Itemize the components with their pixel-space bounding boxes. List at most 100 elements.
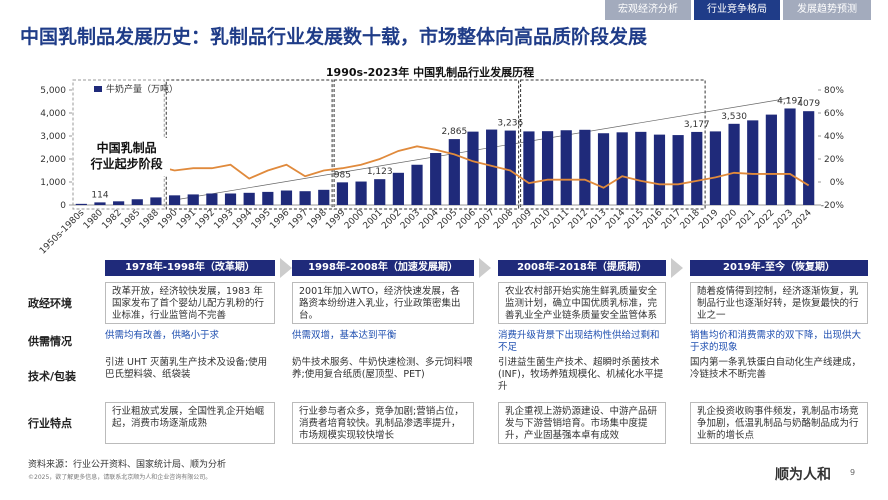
x-tick-label: 2018: [679, 208, 702, 231]
annotation-bg: [81, 138, 170, 176]
x-tick-label: 1988: [138, 208, 161, 231]
y-tick-label: 4,000: [40, 109, 66, 119]
cell: 2001年加入WTO，经济快速发展，各路资本纷纷进入乳业，行业政策密集出台。: [292, 282, 474, 324]
bar: [653, 134, 666, 205]
y-tick-label: 2,000: [40, 155, 66, 165]
bar: [672, 135, 684, 205]
phase-header: 2008年-2018年（提质期）: [498, 260, 666, 276]
x-tick-label: 1998: [306, 208, 329, 231]
y2-tick-label: 40%: [824, 132, 844, 142]
x-tick-label: 1994: [231, 208, 254, 231]
bar: [374, 179, 386, 205]
brand: 顺为人和: [775, 467, 831, 483]
bar: [113, 201, 125, 205]
phase-header: 1978年-1998年（改革期）: [105, 260, 275, 276]
cell: 供需均有改善，供略小于求: [105, 330, 220, 341]
cell: 供需双增，基本达到平衡: [292, 330, 397, 341]
x-tick-label: 1993: [212, 208, 235, 231]
data-label: 4079: [797, 99, 820, 109]
bar: [280, 190, 293, 205]
annotation: 行业起步阶段: [90, 156, 164, 171]
x-tick-label: 2023: [772, 208, 795, 231]
x-tick-label: 2008: [492, 208, 515, 231]
bar: [187, 194, 199, 205]
cell: 引进益生菌生产技术、超瞬时杀菌技术(INF)，牧场养殖规模化、机械化水平提升: [498, 357, 664, 392]
cell: 奶牛技术服务、牛奶快速检测、多元饲料喂养;使用复合纸质(屋顶型、PET): [292, 357, 473, 380]
bar: [467, 131, 479, 205]
bar: [747, 120, 759, 205]
bar: [336, 182, 349, 205]
nav-tab[interactable]: 发展趋势预测: [783, 0, 871, 20]
bar: [709, 131, 722, 205]
cell: 农业农村部开始实施生鲜乳质量安全监测计划，确立中国优质乳标准，完善乳业全产业链条…: [498, 282, 666, 324]
row-label: 政经环境: [28, 297, 72, 310]
cell: 行业参与者众多，竞争加剧;营销占位，消费者培育较快。乳制品渗透率提升，市场规模实…: [292, 402, 474, 444]
bar: [243, 192, 255, 205]
bar: [299, 191, 311, 205]
x-tick-label: 2014: [604, 208, 627, 231]
x-tick-label: 2024: [791, 208, 814, 231]
cell: 国内第一条乳铁蛋白自动化生产线建成，冷链技术不断完善: [690, 357, 862, 380]
bar: [224, 193, 237, 205]
x-tick-label: 1982: [100, 208, 123, 231]
bar: [597, 133, 610, 205]
x-tick-label: 1999: [324, 208, 347, 231]
bar: [691, 131, 703, 205]
x-tick-label: 1996: [268, 208, 291, 231]
legend-swatch: [94, 86, 102, 92]
cell: 消费升级背景下出现结构性供给过剩和不足: [498, 330, 660, 353]
bar: [131, 199, 143, 205]
x-tick-label: 2016: [641, 208, 664, 231]
bar: [616, 132, 628, 205]
bar: [206, 193, 218, 205]
annotation: 中国乳制品: [97, 140, 157, 155]
x-tick-label: 1991: [175, 208, 198, 231]
phase-arrow: [479, 258, 491, 278]
x-tick-label: 1985: [119, 208, 142, 231]
x-tick-label: 1990: [156, 208, 179, 231]
cell: 销售均价和消费需求的双下降，出现供大于求的现象: [690, 330, 862, 353]
copyright: ©2025，欲了解更多信息，请联系北京顺为人和企业咨询有限公司。: [28, 474, 212, 481]
bar: [728, 123, 740, 205]
x-tick-label: 2010: [529, 208, 552, 231]
y2-tick-label: 0%: [830, 178, 845, 188]
phase-box: [165, 79, 333, 210]
y-tick-label: 5,000: [40, 86, 66, 96]
cell: 改革开放，经济较快发展，1983 年国家发布了首个婴幼儿配方乳粉的行业标准，行业…: [105, 282, 275, 324]
nav-tab[interactable]: 宏观经济分析: [605, 0, 691, 20]
cell: 随着疫情得到控制，经济逐渐恢复，乳制品行业也逐渐好转，是恢复最快的行业之一: [690, 282, 868, 324]
y-tick-label: 0: [60, 201, 66, 211]
bar: [765, 114, 777, 205]
bar: [448, 139, 460, 205]
bar: [803, 111, 815, 205]
x-tick-label: 2000: [343, 208, 366, 231]
x-tick-label: 2019: [697, 208, 720, 231]
data-label: 3,530: [721, 112, 747, 122]
row-label: 行业特点: [28, 417, 72, 430]
x-tick-label: 1997: [287, 208, 310, 231]
chart: 1990s-2023年 中国乳制品行业发展历程 0 1,000 2,000 3,000…: [38, 65, 845, 256]
y2-tick-label: 60%: [824, 109, 844, 119]
nav-tab[interactable]: 行业竞争格局: [694, 0, 780, 20]
phase-box: [520, 79, 706, 210]
bar: [579, 129, 591, 205]
data-label: 985: [334, 170, 351, 180]
row-label: 技术/包装: [28, 370, 77, 383]
bar: [94, 202, 106, 205]
line: [99, 145, 810, 189]
y2-tick-label: 80%: [824, 86, 844, 96]
x-tick-label: 2009: [511, 208, 534, 231]
bar: [168, 195, 181, 205]
bar: [635, 131, 647, 205]
page-number: 9: [850, 468, 856, 477]
x-tick-label: 2012: [567, 208, 590, 231]
row-label: 供需情况: [28, 335, 72, 348]
bar: [411, 164, 423, 205]
x-tick-label: 2003: [399, 208, 422, 231]
data-label: 4,197: [777, 96, 803, 106]
x-tick-label: 2021: [735, 208, 758, 231]
phase-arrow: [671, 258, 683, 278]
bar: [150, 197, 162, 205]
y2-tick-label: 20%: [824, 155, 844, 165]
